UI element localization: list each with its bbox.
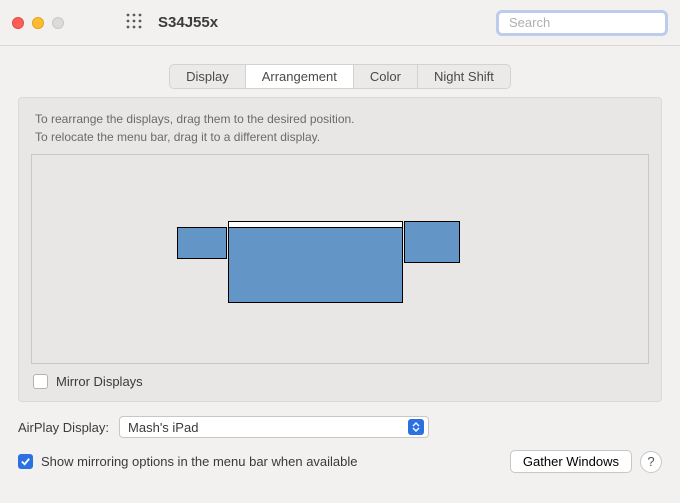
display-box-main[interactable] <box>228 221 403 303</box>
tabs-row: Display Arrangement Color Night Shift <box>0 46 680 97</box>
titlebar: S34J55x <box>0 0 680 46</box>
tab-color[interactable]: Color <box>354 65 418 88</box>
tab-night-shift[interactable]: Night Shift <box>418 65 510 88</box>
help-button[interactable]: ? <box>640 451 662 473</box>
search-input[interactable] <box>509 15 680 30</box>
display-box-left[interactable] <box>177 227 227 259</box>
show-all-button[interactable] <box>126 13 142 32</box>
window-controls <box>12 17 64 29</box>
airplay-select[interactable]: Mash's iPad <box>119 416 429 438</box>
check-icon <box>20 456 31 467</box>
nav-arrows <box>86 15 104 30</box>
instruction-line: To relocate the menu bar, drag it to a d… <box>35 128 649 146</box>
airplay-selected-value: Mash's iPad <box>128 420 198 435</box>
window-title: S34J55x <box>158 14 218 31</box>
mirror-displays-label: Mirror Displays <box>56 374 143 389</box>
zoom-window-button[interactable] <box>52 17 64 29</box>
arrangement-area[interactable] <box>31 154 649 364</box>
instruction-line: To rearrange the displays, drag them to … <box>35 110 649 128</box>
show-mirroring-checkbox[interactable] <box>18 454 33 469</box>
search-field[interactable] <box>496 10 668 36</box>
show-mirroring-label: Show mirroring options in the menu bar w… <box>41 454 502 469</box>
gather-windows-button[interactable]: Gather Windows <box>510 450 632 473</box>
instructions: To rearrange the displays, drag them to … <box>31 110 649 146</box>
tabs: Display Arrangement Color Night Shift <box>169 64 511 89</box>
tab-arrangement[interactable]: Arrangement <box>246 65 354 88</box>
menu-bar-indicator[interactable] <box>229 222 402 228</box>
tab-display[interactable]: Display <box>170 65 246 88</box>
bottom-row: Show mirroring options in the menu bar w… <box>18 450 662 473</box>
airplay-row: AirPlay Display: Mash's iPad <box>18 416 662 438</box>
mirror-displays-row: Mirror Displays <box>31 364 649 391</box>
airplay-label: AirPlay Display: <box>18 420 109 435</box>
close-window-button[interactable] <box>12 17 24 29</box>
arrangement-panel: To rearrange the displays, drag them to … <box>18 97 662 402</box>
minimize-window-button[interactable] <box>32 17 44 29</box>
mirror-displays-checkbox[interactable] <box>33 374 48 389</box>
select-stepper-icon <box>408 419 424 435</box>
display-box-right[interactable] <box>404 221 460 263</box>
